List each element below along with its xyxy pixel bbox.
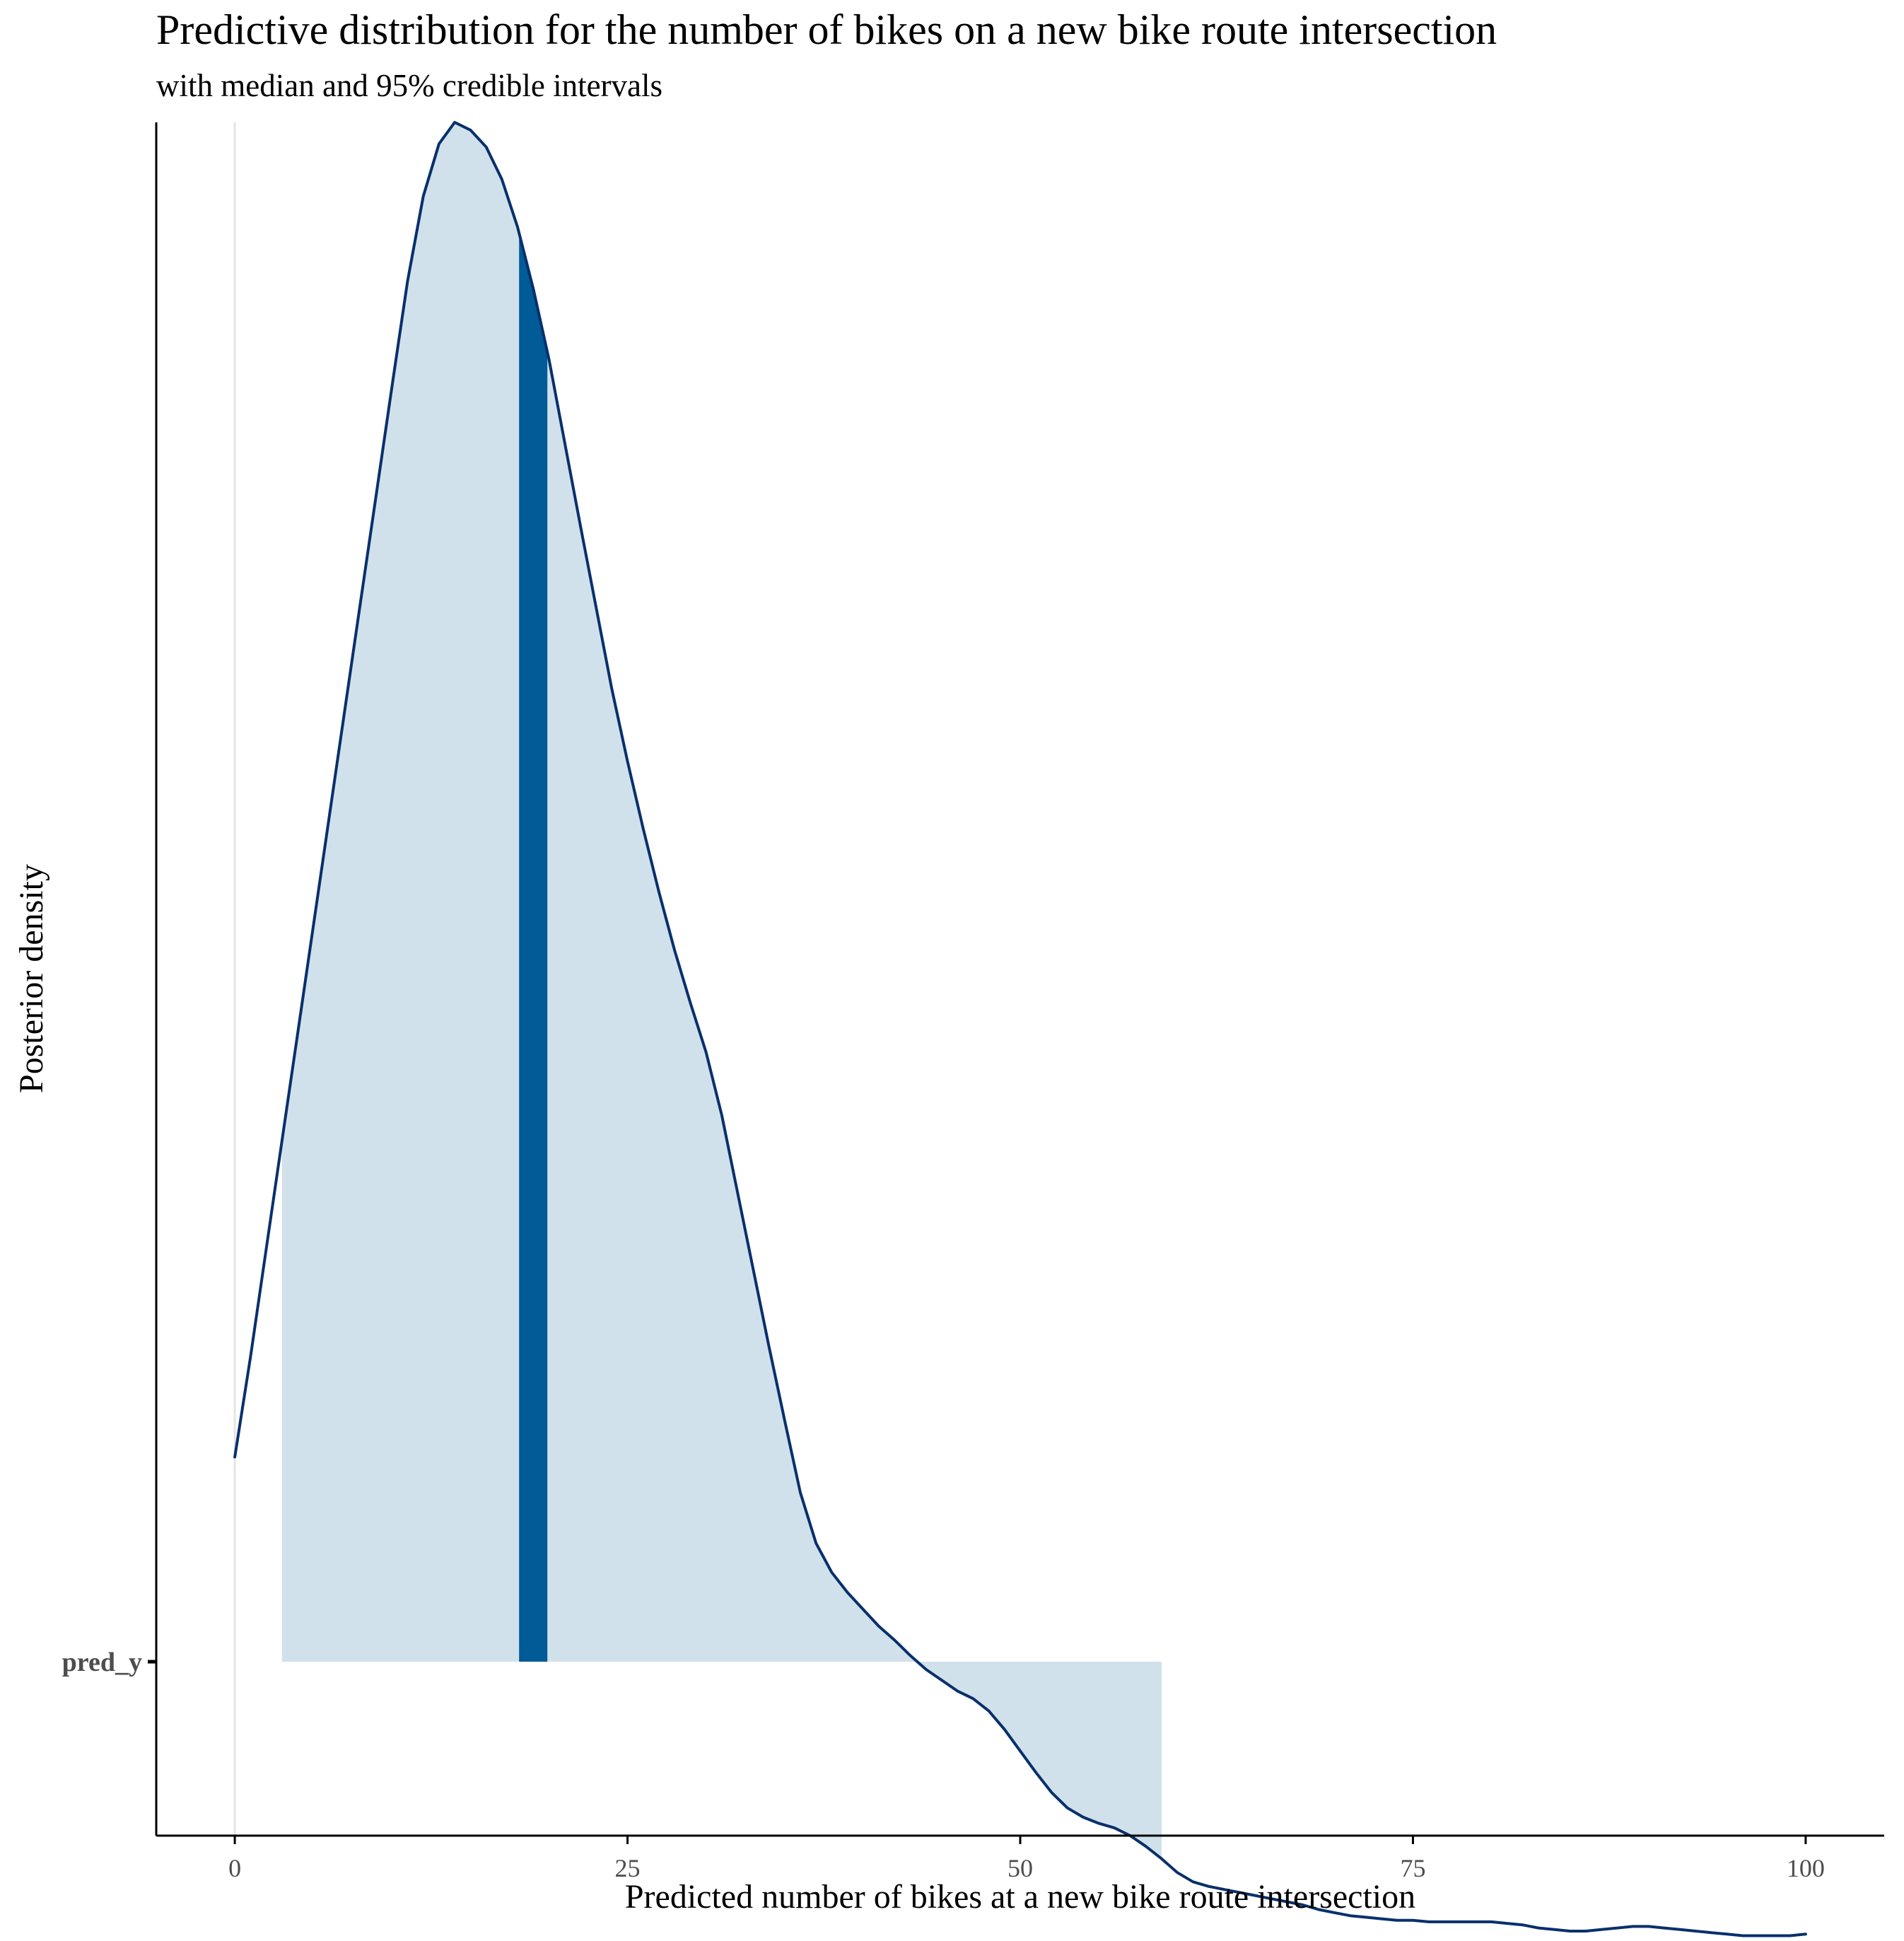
x-tick-label: 0 (228, 1854, 241, 1882)
median-band (519, 233, 548, 1662)
x-axis-label: Predicted number of bikes at a new bike … (625, 1878, 1415, 1916)
chart-subtitle: with median and 95% credible intervals (156, 68, 662, 103)
credible-interval-area (281, 122, 1162, 1859)
x-tick-label: 25 (615, 1854, 641, 1882)
plot-layer (233, 121, 1807, 1937)
axis-layer: 0 25 50 75 100 pred_y (62, 122, 1884, 1882)
chart-title: Predictive distribution for the number o… (156, 6, 1497, 53)
x-tick-label: 100 (1787, 1854, 1825, 1882)
y-axis-label: Posterior density (13, 864, 50, 1093)
x-tick-label: 50 (1008, 1854, 1033, 1882)
y-tick-label: pred_y (62, 1648, 142, 1677)
density-curve (233, 121, 1807, 1937)
x-tick-label: 75 (1400, 1854, 1425, 1882)
